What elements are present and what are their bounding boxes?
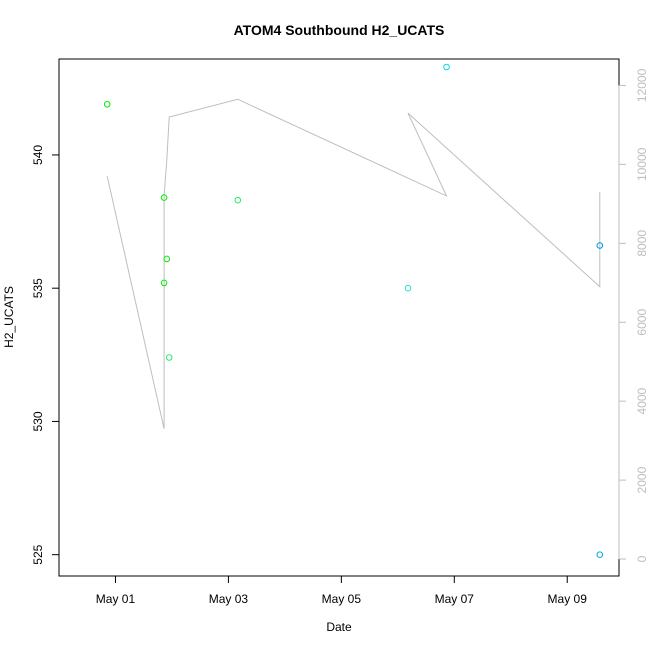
y-tick-label-3: 540: [31, 145, 45, 165]
data-point-0: [103, 101, 111, 108]
data-point-9: [596, 551, 604, 559]
data-point-4: [165, 354, 173, 361]
y2-tick-label-5: 10000: [635, 147, 649, 181]
y2-tick-label-0: 0: [635, 555, 649, 562]
data-point-8: [596, 242, 604, 249]
y-tick-label-1: 530: [31, 411, 45, 431]
data-point-3: [163, 255, 171, 263]
y2-tick-label-4: 8000: [635, 230, 649, 257]
x-tick-label-3: May 07: [435, 592, 475, 606]
y-tick-label-2: 535: [31, 278, 45, 298]
x-axis: May 01 May 03 May 05 May 07 May 09: [96, 575, 588, 606]
x-tick-label-0: May 01: [96, 592, 136, 606]
y2-tick-label-3: 6000: [635, 309, 649, 336]
y-axis-left: 525 530 535 540: [31, 145, 60, 565]
x-tick-label-2: May 05: [322, 592, 362, 606]
chart-title: ATOM4 Southbound H2_UCATS: [234, 22, 445, 38]
secondary-series-line: [106, 98, 601, 429]
y-axis-label: H2_UCATS: [2, 286, 16, 348]
y2-tick-label-6: 12000: [635, 68, 649, 102]
y-tick-label-0: 525: [31, 544, 45, 564]
data-point-1: [160, 194, 168, 201]
x-axis-label: Date: [326, 620, 352, 634]
secondary-series-layer: [106, 98, 601, 429]
x-tick-label-4: May 09: [548, 592, 588, 606]
y2-tick-label-2: 4000: [635, 387, 649, 414]
data-point-7: [443, 63, 450, 71]
y2-tick-label-1: 2000: [635, 466, 649, 493]
y-axis-right: 0 2000 4000 6000 8000 10000 12000: [618, 68, 649, 562]
x-tick-label-1: May 03: [209, 592, 249, 606]
plot-frame: [58, 58, 620, 577]
data-point-2: [160, 279, 168, 287]
points-layer: [103, 63, 604, 559]
data-point-6: [404, 284, 412, 292]
data-point-5: [234, 196, 242, 204]
